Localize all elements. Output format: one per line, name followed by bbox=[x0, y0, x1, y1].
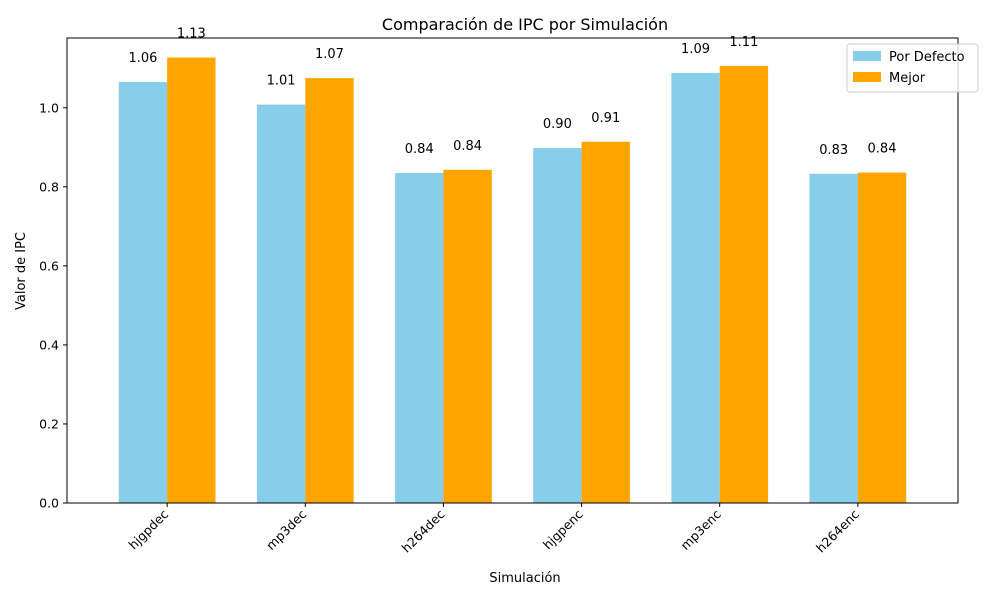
x-tick-label: hjgpenc bbox=[540, 506, 586, 552]
y-tick-label: 0.4 bbox=[39, 337, 59, 352]
legend-swatch bbox=[853, 51, 881, 61]
legend-label: Mejor bbox=[889, 71, 926, 86]
y-tick-label: 0.0 bbox=[39, 496, 59, 511]
data-label: 1.11 bbox=[729, 35, 758, 50]
legend-swatch bbox=[853, 72, 881, 82]
bar-por-defecto-h264dec bbox=[395, 172, 444, 504]
bar-por-defecto-mp3dec bbox=[256, 104, 306, 503]
data-label: 0.84 bbox=[868, 142, 897, 157]
legend: Por Defecto Mejor bbox=[846, 43, 979, 93]
x-tick-label: h264dec bbox=[399, 506, 448, 555]
data-label: 0.84 bbox=[405, 142, 434, 157]
bar-mejor-hjgpdec bbox=[167, 57, 216, 503]
bar-por-defecto-hjgpenc bbox=[533, 148, 582, 503]
data-label: 1.09 bbox=[681, 42, 710, 57]
x-axis-label: Simulación bbox=[489, 571, 560, 586]
chart-title: Comparación de IPC por Simulación bbox=[382, 15, 668, 34]
bar-por-defecto-mp3enc bbox=[671, 72, 720, 503]
data-label: 0.84 bbox=[453, 139, 482, 154]
bar-por-defecto-h264enc bbox=[809, 173, 858, 503]
x-tick-label: h264enc bbox=[813, 506, 862, 555]
legend-label: Por Defecto bbox=[889, 50, 965, 65]
y-axis-label: Valor de IPC bbox=[14, 232, 29, 310]
plot-frame bbox=[66, 37, 959, 504]
data-label: 0.83 bbox=[819, 143, 848, 158]
y-axis: 0.0 0.2 0.4 0.6 0.8 1.0 bbox=[39, 100, 67, 511]
bar-por-defecto-hjgpdec bbox=[118, 82, 168, 503]
y-tick-label: 0.2 bbox=[39, 416, 59, 431]
y-tick-label: 0.6 bbox=[39, 258, 59, 273]
y-tick-label: 1.0 bbox=[39, 100, 59, 115]
data-labels-layer: 1.06 1.01 0.84 0.90 1.09 0.83 1.13 1.07 0.84 0.91… bbox=[129, 27, 897, 158]
x-tick-label: hjgpdec bbox=[125, 506, 171, 552]
x-tick-label: mp3dec bbox=[263, 506, 309, 552]
data-label: 0.90 bbox=[543, 117, 572, 132]
data-label: 1.13 bbox=[177, 27, 206, 42]
bar-mejor-mp3enc bbox=[719, 65, 769, 503]
x-axis: hjgpdec mp3dec h264dec hjgpenc mp3enc h264enc bbox=[125, 503, 862, 556]
bar-mejor-h264dec bbox=[443, 169, 492, 504]
data-label: 0.91 bbox=[591, 111, 620, 126]
y-tick-label: 0.8 bbox=[39, 179, 59, 194]
data-label: 1.06 bbox=[129, 51, 158, 66]
data-label: 1.07 bbox=[315, 47, 344, 62]
data-label: 1.01 bbox=[267, 74, 296, 89]
bar-mejor-hjgpenc bbox=[581, 141, 630, 503]
bar-mejor-h264enc bbox=[857, 172, 907, 503]
x-tick-label: mp3enc bbox=[677, 506, 723, 552]
bars-layer bbox=[118, 57, 907, 504]
bar-mejor-mp3dec bbox=[305, 78, 354, 503]
